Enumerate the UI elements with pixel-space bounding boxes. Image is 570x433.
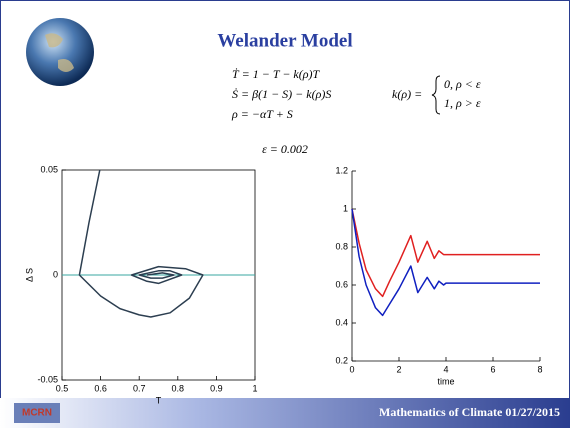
y-tick-label: 1.2 xyxy=(335,165,348,175)
y-tick-label: 0.6 xyxy=(335,279,348,289)
x-tick-label: 8 xyxy=(537,364,542,374)
x-tick-label: 0.7 xyxy=(133,383,146,393)
y-tick-label: 0.2 xyxy=(335,355,348,365)
k-case: 1, ρ > ε xyxy=(444,96,481,110)
series-line xyxy=(78,169,204,318)
x-tick-label: 1 xyxy=(252,383,257,393)
x-axis-label: time xyxy=(437,376,454,386)
x-tick-label: 2 xyxy=(396,364,401,374)
logo-box xyxy=(14,403,60,423)
earth-land xyxy=(45,33,74,72)
x-tick-label: 0 xyxy=(349,364,354,374)
k-lhs: k(ρ) = xyxy=(392,87,422,101)
footer-text: Mathematics of Climate 01/27/2015 xyxy=(379,405,560,419)
y-tick-label: -0.05 xyxy=(37,374,58,384)
x-axis-label: T xyxy=(156,395,162,405)
equation: Ṫ = 1 − T − k(ρ)T xyxy=(232,67,321,81)
k-case: 0, ρ < ε xyxy=(444,77,481,91)
slide-title: Welander Model xyxy=(217,30,352,51)
y-tick-label: 0.8 xyxy=(335,241,348,251)
equation: ρ = −αT + S xyxy=(231,107,293,121)
x-tick-label: 0.8 xyxy=(172,383,185,393)
x-tick-label: 0.9 xyxy=(210,383,223,393)
footer-bar xyxy=(0,398,570,428)
y-tick-label: 0 xyxy=(53,269,58,279)
x-tick-label: 0.5 xyxy=(56,383,69,393)
series-line xyxy=(351,208,540,317)
epsilon: ε = 0.002 xyxy=(262,142,308,156)
y-tick-label: 1 xyxy=(343,203,348,213)
x-tick-label: 6 xyxy=(490,364,495,374)
earth-image xyxy=(26,18,94,86)
logo: MCRN xyxy=(22,408,52,419)
x-tick-label: 4 xyxy=(443,364,448,374)
series-line xyxy=(351,208,540,298)
y-axis-label: Δ S xyxy=(24,268,34,282)
y-tick-label: 0.05 xyxy=(40,164,58,174)
brace xyxy=(431,75,441,115)
y-tick-label: 0.4 xyxy=(335,317,348,327)
x-tick-label: 0.6 xyxy=(94,383,107,393)
equation: Ṡ = β(1 − S) − k(ρ)S xyxy=(232,86,331,101)
